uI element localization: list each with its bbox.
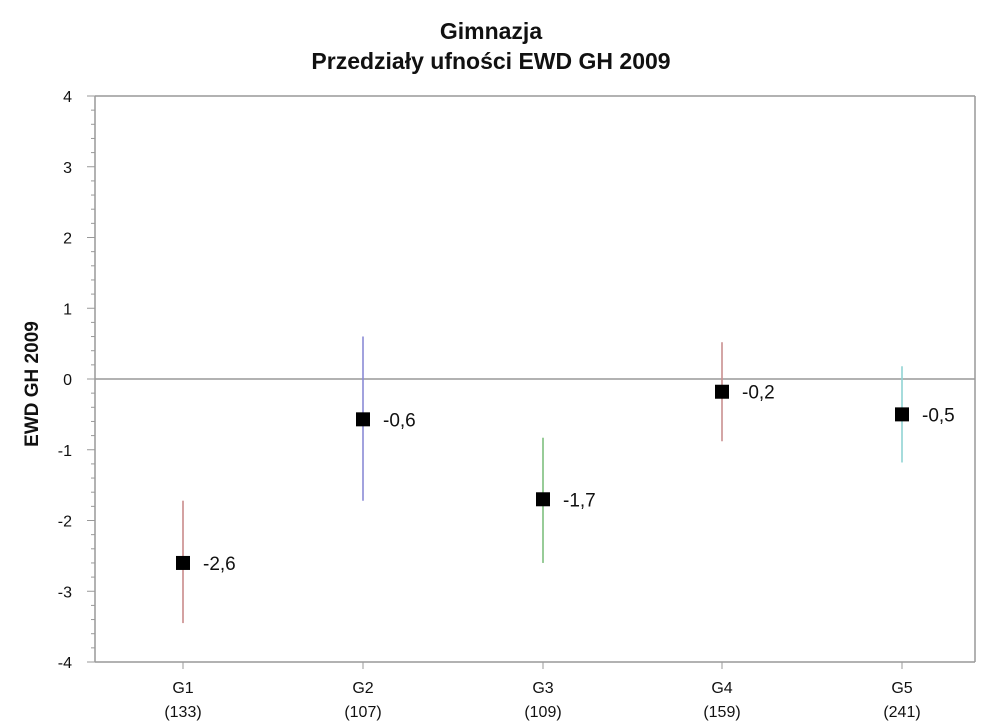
y-tick-label: 0 bbox=[63, 372, 72, 389]
data-label-g1: -2,6 bbox=[203, 554, 236, 575]
chart-title-line-2: Przedziały ufności EWD GH 2009 bbox=[311, 48, 671, 74]
x-tick-label-g3: G3 bbox=[532, 680, 553, 697]
point-marker-g5 bbox=[895, 407, 909, 422]
data-label-g5: -0,5 bbox=[922, 405, 955, 426]
point-marker-g4 bbox=[715, 384, 729, 399]
y-tick-label: -3 bbox=[58, 584, 72, 601]
x-tick-count-g4: (159) bbox=[703, 704, 740, 721]
y-axis: -4 -3 -2 -1 0 1 2 3 4 bbox=[58, 89, 95, 672]
data-label-g2: -0,6 bbox=[383, 410, 416, 431]
x-tick-count-g2: (107) bbox=[344, 704, 381, 721]
y-tick-label: 1 bbox=[63, 301, 72, 318]
plot-frame bbox=[94, 95, 976, 663]
y-tick-label: -2 bbox=[58, 514, 72, 531]
y-tick-label: 3 bbox=[63, 160, 72, 177]
x-tick-count-g3: (109) bbox=[524, 704, 561, 721]
data-label-g4: -0,2 bbox=[742, 383, 775, 404]
x-tick-count-g1: (133) bbox=[164, 704, 201, 721]
y-tick-label: 2 bbox=[63, 231, 72, 248]
y-tick-label: -1 bbox=[58, 443, 72, 460]
x-tick-label-g5: G5 bbox=[891, 680, 912, 697]
chart-marks: -2,6 -0,6 -1,7 -0,2 -0,5 bbox=[176, 336, 955, 624]
point-marker-g3 bbox=[536, 492, 550, 507]
x-tick-label-g4: G4 bbox=[711, 680, 732, 697]
point-marker-g1 bbox=[176, 555, 190, 570]
chart-title-line-1: Gimnazja bbox=[439, 18, 543, 44]
x-tick-label-g2: G2 bbox=[352, 680, 373, 697]
data-label-g3: -1,7 bbox=[563, 490, 596, 511]
x-tick-count-g5: (241) bbox=[883, 704, 920, 721]
y-tick-label: 4 bbox=[63, 89, 72, 106]
y-tick-label: -4 bbox=[58, 655, 72, 672]
y-axis-label: EWD GH 2009 bbox=[22, 321, 43, 447]
point-marker-g2 bbox=[356, 412, 370, 427]
x-axis: G1 (133) G2 (107) G3 (109) G4 (159) G5 (241) bbox=[164, 662, 921, 721]
x-tick-label-g1: G1 bbox=[172, 680, 193, 697]
